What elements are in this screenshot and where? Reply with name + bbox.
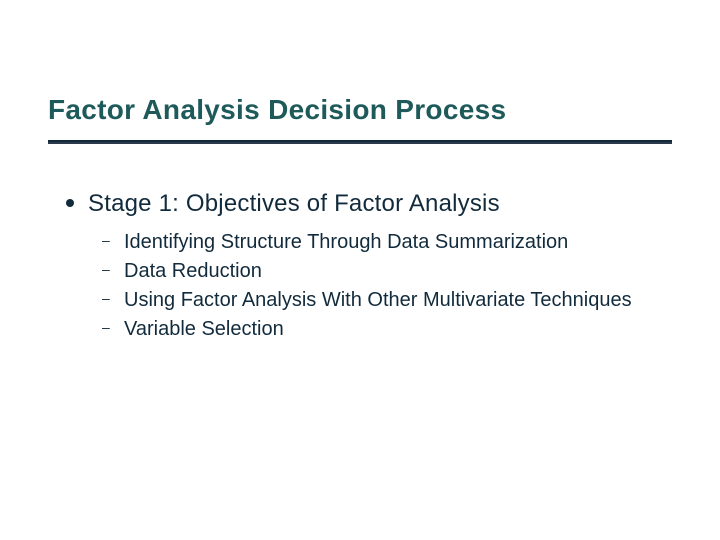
slide-title: Factor Analysis Decision Process — [48, 94, 506, 126]
accent-circle — [28, 121, 84, 177]
level1-text: Stage 1: Objectives of Factor Analysis — [88, 190, 688, 218]
level2-text: Using Factor Analysis With Other Multiva… — [124, 289, 632, 311]
list-item: – Identifying Structure Through Data Sum… — [124, 230, 688, 255]
list-item: Stage 1: Objectives of Factor Analysis –… — [88, 190, 688, 342]
dash-icon: – — [102, 261, 110, 279]
level2-text: Data Reduction — [124, 260, 262, 282]
title-underline — [48, 140, 672, 142]
body-content: Stage 1: Objectives of Factor Analysis –… — [88, 190, 688, 354]
bullet-icon — [66, 199, 74, 207]
dash-icon: – — [102, 319, 110, 337]
dash-icon: – — [102, 232, 110, 250]
list-item: – Using Factor Analysis With Other Multi… — [124, 288, 688, 313]
dash-icon: – — [102, 290, 110, 308]
level2-text: Variable Selection — [124, 318, 284, 340]
level2-list: – Identifying Structure Through Data Sum… — [124, 230, 688, 342]
level2-text: Identifying Structure Through Data Summa… — [124, 231, 568, 253]
slide: Factor Analysis Decision Process Stage 1… — [0, 0, 720, 540]
list-item: – Variable Selection — [124, 317, 688, 342]
list-item: – Data Reduction — [124, 259, 688, 284]
